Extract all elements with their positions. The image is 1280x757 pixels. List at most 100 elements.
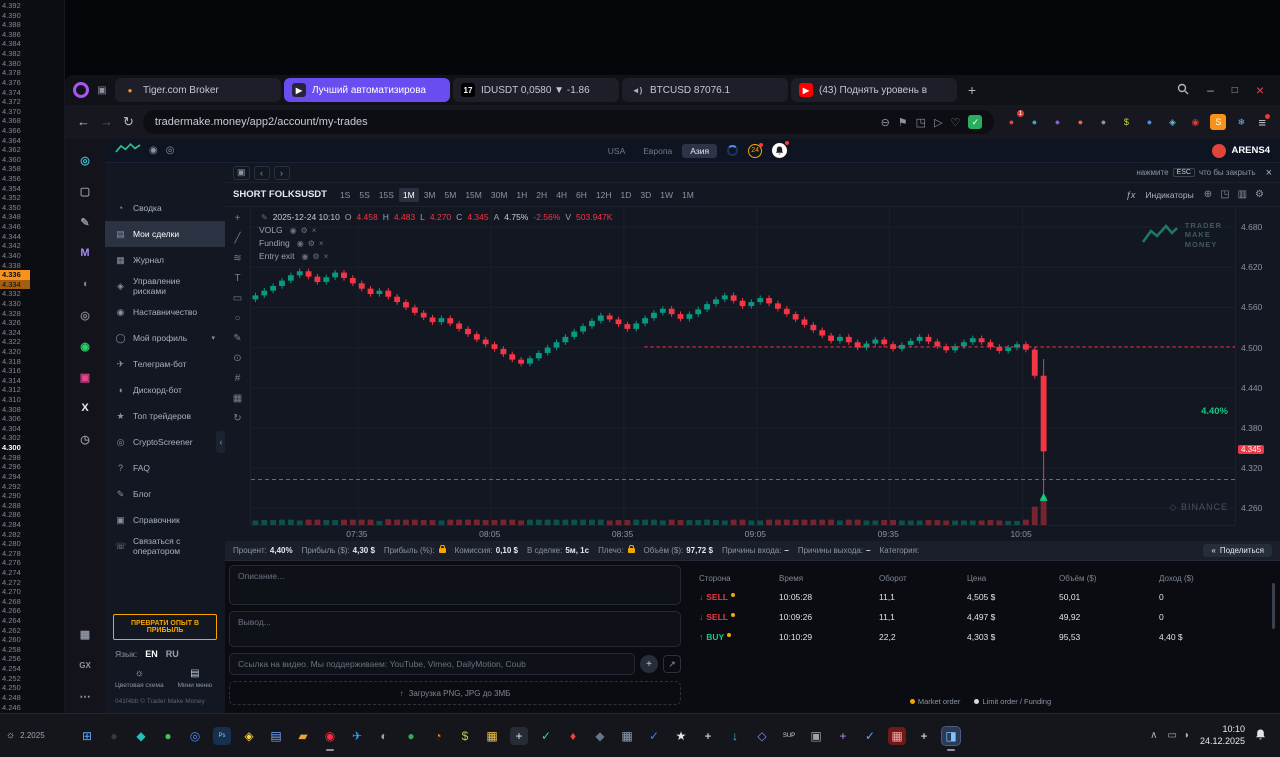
sidebar-item[interactable]: ? FAQ	[105, 455, 225, 481]
taskbar-app-teal[interactable]: ◆	[136, 728, 146, 743]
taskbar-app-sup[interactable]: SUP	[782, 732, 796, 739]
mini-menu-toggle[interactable]: ▤ Мини меню	[177, 668, 213, 689]
ext-orange[interactable]: ●	[1077, 117, 1084, 127]
order-row[interactable]: ↓ SELL 10:09:26 11,1 4,497 $49,92 0	[691, 607, 1270, 627]
sidebar-item[interactable]: ✎ Блог	[105, 481, 225, 507]
close-icon[interactable]: ×	[323, 251, 329, 261]
conclusion-input[interactable]	[229, 611, 681, 647]
taskbar-app-redgrid[interactable]: ▦	[888, 726, 906, 745]
sidebar-item[interactable]: ◉ Наставничество	[105, 299, 225, 325]
timeframe-button[interactable]: 15S	[378, 189, 394, 200]
sidebar-item[interactable]: ◯ Мой профиль ▾	[105, 325, 225, 351]
gx-history-icon[interactable]: ◷	[80, 433, 90, 446]
fullscreen-icon[interactable]: ◳	[915, 116, 927, 129]
gx-player-icon[interactable]: ◎	[80, 154, 90, 167]
order-row[interactable]: ↑ BUY 10:10:29 22,2 4,303 $95,53 4,40 $	[691, 627, 1270, 647]
taskbar-app-square[interactable]: ▣	[810, 728, 822, 743]
gx-spotify-icon[interactable]: ◎	[80, 309, 90, 322]
eye-icon[interactable]: ◉	[301, 251, 309, 261]
ext-s[interactable]: S	[1210, 114, 1227, 130]
timeframe-button[interactable]: 3D	[640, 189, 652, 200]
timeframe-button[interactable]: 2H	[536, 189, 548, 200]
adblock-shield-icon[interactable]: ✓	[968, 115, 983, 129]
gear-icon[interactable]: ⚙	[300, 225, 308, 235]
timeframe-button[interactable]: 1D	[620, 189, 632, 200]
timeframe-button[interactable]: 1W	[660, 189, 674, 200]
gx-more-icon[interactable]: ⋯	[79, 690, 91, 703]
forward-icon[interactable]: →	[100, 114, 113, 129]
timeframe-button[interactable]: 12H	[595, 189, 612, 200]
taskbar-app-slate[interactable]: ◆	[595, 728, 605, 743]
taskbar-app-check3[interactable]: ✓	[864, 728, 876, 743]
timeframe-button[interactable]: 1S	[339, 189, 351, 200]
gx-corner-icon[interactable]: GX	[79, 660, 91, 670]
lang-ru[interactable]: RU	[165, 649, 179, 659]
draw-tool-icon[interactable]: T	[234, 273, 241, 284]
ext-cast[interactable]: ◈	[1168, 116, 1176, 127]
indicators-button[interactable]: Индикаторы	[1145, 189, 1194, 200]
gx-whatsapp-icon[interactable]: ◉	[80, 340, 90, 353]
add-video-button[interactable]: +	[640, 655, 658, 673]
taskbar-app-check[interactable]: ✓	[540, 728, 552, 743]
notification-bell-icon[interactable]	[1255, 729, 1266, 742]
taskbar-app-plus4[interactable]: +	[920, 728, 928, 743]
ext-gray[interactable]: ●	[1100, 117, 1107, 127]
taskbar-app-green[interactable]: ●	[164, 728, 172, 743]
taskbar-app-grid[interactable]: ▦	[621, 728, 633, 743]
browser-menu-icon[interactable]: ≡	[1258, 113, 1270, 130]
heart-icon[interactable]: ♡	[950, 116, 961, 129]
back-icon[interactable]: ←	[77, 114, 90, 129]
sidebar-item[interactable]: ◈ Управление рисками	[105, 273, 225, 299]
toolbar-icon[interactable]: ▥	[1237, 189, 1248, 200]
taskbar-app-telegram[interactable]: ✈	[351, 728, 363, 743]
timeframe-button[interactable]: 15M	[465, 189, 482, 200]
gear-icon[interactable]: ⚙	[312, 251, 320, 261]
taskbar-app-folder2[interactable]: ▦	[486, 728, 498, 743]
workspace-icon[interactable]: ▣	[97, 84, 107, 96]
taskbar-app-orange[interactable]: ◔	[434, 728, 442, 743]
time-axis[interactable]: 07:35 08:05 08:35 09:05 09:35 10:05	[251, 525, 1235, 541]
toolbar-icon[interactable]: ⊕	[1203, 189, 1213, 200]
browser-tab[interactable]: ▶ Лучший автоматизирова	[284, 78, 450, 102]
timeframe-button[interactable]: 30M	[490, 189, 508, 200]
user-block[interactable]: ARENS4	[1212, 143, 1270, 158]
gx-instagram-icon[interactable]: ▣	[79, 371, 91, 384]
session-clock-badge[interactable]: 24	[748, 142, 764, 158]
close-trade-view-icon[interactable]: ×	[1265, 166, 1272, 179]
url-text[interactable]: tradermake.money/app2/account/my-trades	[154, 116, 368, 128]
taskbar-app-dollar[interactable]: $	[461, 728, 469, 743]
open-video-button[interactable]: ↗	[663, 655, 681, 673]
timeframe-button[interactable]: 6H	[576, 189, 587, 200]
timeframe-button[interactable]: 1M	[682, 189, 694, 200]
chart-control-button[interactable]: ▣	[233, 165, 250, 180]
tmm-logo[interactable]	[115, 142, 141, 160]
chart-control-button[interactable]: ›	[273, 165, 290, 180]
tray-icon[interactable]: ◗	[1183, 730, 1190, 741]
region-tab-usa[interactable]: USA	[607, 145, 626, 156]
ext-blue[interactable]: ●	[1146, 117, 1153, 127]
maximize-button[interactable]: □	[1231, 84, 1238, 96]
taskbar-widget[interactable]: ☼ 2.2025	[6, 730, 45, 741]
taskbar-start[interactable]: ⊞	[81, 728, 93, 743]
close-icon[interactable]: ×	[318, 238, 324, 248]
taskbar-app-photoshop[interactable]: Ps	[213, 726, 231, 745]
gx-x-icon[interactable]: X	[81, 402, 89, 414]
sidebar-item[interactable]: ▦ Журнал	[105, 247, 225, 273]
video-link-input[interactable]	[229, 653, 635, 675]
taskbar-app-yellow[interactable]: ◈	[244, 728, 254, 743]
timeframe-button[interactable]: 5S	[359, 189, 370, 200]
toolbar-icon[interactable]: ⚙	[1255, 189, 1264, 200]
draw-tool-icon[interactable]: #	[234, 373, 241, 384]
region-tab-европа[interactable]: Европа	[643, 145, 673, 156]
browser-tab[interactable]: ◄) BTCUSD 87076.1	[622, 78, 788, 102]
gx-discord-icon[interactable]: ◖	[81, 278, 89, 290]
url-bar[interactable]: tradermake.money/app2/account/my-trades …	[142, 110, 995, 134]
ext-snow[interactable]: ❄	[1237, 116, 1246, 127]
lang-en[interactable]: EN	[145, 649, 158, 659]
taskbar-app-green2[interactable]: ●	[407, 728, 415, 743]
taskbar-app-red[interactable]: ♦	[569, 728, 577, 743]
tray-icon[interactable]: ▭	[1167, 730, 1177, 741]
taskbar-app-active[interactable]: ◨	[941, 725, 961, 751]
taskbar-clock[interactable]: 10:10 24.12.2025	[1199, 723, 1245, 746]
taskbar-app-files[interactable]: ▤	[270, 728, 282, 743]
